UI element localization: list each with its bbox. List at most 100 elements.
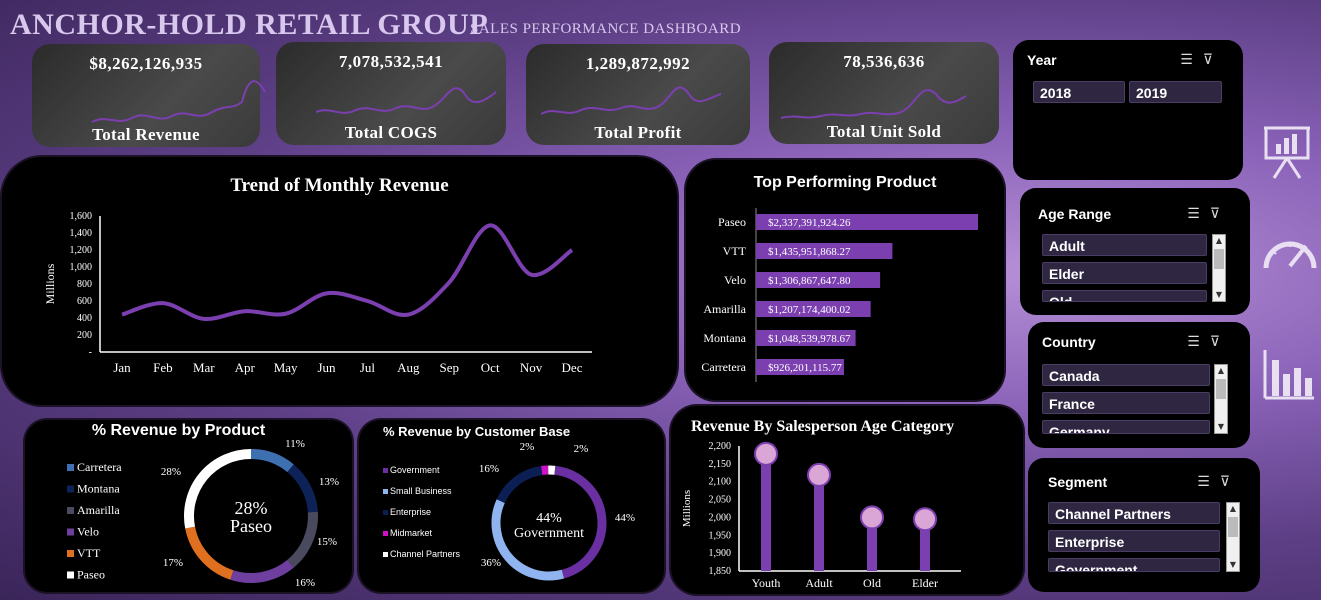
- clear-filter-icon[interactable]: ⊽: [1202, 52, 1223, 68]
- legend-label: Midmarket: [390, 528, 433, 538]
- category-label: Carretera: [701, 360, 746, 374]
- x-tick-label: May: [274, 360, 298, 375]
- revenue-by-customer-card: % Revenue by Customer Base 44% 36% 16% 2% 2%…: [359, 420, 664, 592]
- legend-swatch: [67, 528, 74, 536]
- country-slicer: Country ☰⊽ Canada France Germany ▲ ▼: [1028, 322, 1250, 448]
- kpi-sparkline: [781, 89, 967, 119]
- kpi-label: Total Revenue: [92, 125, 200, 144]
- clear-filter-icon[interactable]: ⊽: [1209, 206, 1230, 222]
- dashboard-title: ANCHOR-HOLD RETAIL GROUP: [10, 8, 489, 41]
- gauge-icon[interactable]: [1262, 228, 1318, 272]
- legend-label: Montana: [77, 482, 120, 496]
- x-tick-label: Elder: [912, 576, 938, 590]
- data-label: 13%: [319, 476, 339, 488]
- country-option-france[interactable]: France: [1042, 392, 1210, 414]
- clear-filter-icon[interactable]: ⊽: [1219, 474, 1240, 490]
- kpi-total-cogs: 7,078,532,541 Total COGS: [276, 42, 506, 145]
- x-tick-label: Dec: [562, 360, 583, 375]
- y-tick-label: 2,050: [709, 495, 732, 506]
- x-tick-label: Jul: [360, 360, 376, 375]
- age-option-elder[interactable]: Elder: [1042, 262, 1207, 284]
- age-range-slicer: Age Range ☰⊽ Adult Elder Old ▲ ▼: [1020, 188, 1250, 315]
- slicer-title: Year: [1027, 52, 1057, 68]
- scroll-down-icon[interactable]: ▼: [1215, 290, 1223, 299]
- scrollbar[interactable]: ▲ ▼: [1212, 234, 1226, 302]
- kpi-total-units: 78,536,636 Total Unit Sold: [769, 42, 999, 144]
- lollipop-head: [754, 441, 778, 466]
- country-option-germany[interactable]: Germany: [1042, 420, 1210, 434]
- revenue-by-product-card: % Revenue by Product 11% 13% 15% 16% 17% 28% C…: [25, 420, 352, 592]
- segment-option-channel-partners[interactable]: Channel Partners: [1048, 502, 1220, 524]
- multi-select-icon[interactable]: ☰: [1187, 334, 1210, 350]
- slicer-title: Segment: [1048, 474, 1108, 490]
- revenue-by-customer-chart: 44% 36% 16% 2% 2% Government Small Business Ent…: [383, 441, 635, 581]
- lollipop-stem: [814, 474, 824, 571]
- segment-option-government[interactable]: Government: [1048, 558, 1220, 572]
- bar: [756, 301, 871, 317]
- presentation-icon[interactable]: [1262, 124, 1312, 180]
- slicer-title: Age Range: [1038, 206, 1112, 222]
- legend-swatch: [67, 507, 74, 514]
- category-label: VTT: [723, 244, 747, 258]
- center-label: Government: [514, 526, 584, 541]
- kpi-label: Total COGS: [344, 123, 438, 142]
- kpi-total-revenue: $8,262,126,935 Total Revenue: [32, 44, 266, 147]
- year-option-2019[interactable]: 2019: [1129, 81, 1222, 103]
- scroll-thumb[interactable]: [1216, 379, 1226, 399]
- donut-slice: [287, 511, 318, 568]
- scrollbar[interactable]: ▲ ▼: [1214, 364, 1228, 434]
- multi-select-icon[interactable]: ☰: [1180, 52, 1203, 68]
- kpi-label: Total Profit: [594, 123, 682, 142]
- legend-swatch: [67, 571, 74, 579]
- bar: [756, 214, 978, 230]
- data-label: $2,337,391,924.26: [768, 217, 851, 229]
- scroll-up-icon[interactable]: ▲: [1217, 366, 1225, 375]
- scroll-up-icon[interactable]: ▲: [1215, 236, 1223, 245]
- bar-chart-icon[interactable]: [1262, 348, 1316, 402]
- x-tick-label: Apr: [235, 360, 256, 375]
- kpi-sparkline: [91, 80, 266, 123]
- country-option-canada[interactable]: Canada: [1042, 364, 1210, 386]
- scroll-down-icon[interactable]: ▼: [1229, 560, 1237, 569]
- scroll-up-icon[interactable]: ▲: [1229, 504, 1237, 513]
- legend-label: Channel Partners: [390, 549, 461, 559]
- scrollbar[interactable]: ▲ ▼: [1226, 502, 1240, 572]
- data-label: 36%: [481, 557, 501, 569]
- clear-filter-icon[interactable]: ⊽: [1209, 334, 1230, 350]
- segment-option-enterprise[interactable]: Enterprise: [1048, 530, 1220, 552]
- scroll-thumb[interactable]: [1228, 517, 1238, 537]
- category-label: Amarilla: [703, 302, 746, 316]
- legend-swatch: [383, 510, 388, 515]
- age-option-adult[interactable]: Adult: [1042, 234, 1207, 256]
- year-option-2018[interactable]: 2018: [1033, 81, 1125, 103]
- kpi-total-profit: 1,289,872,992 Total Profit: [526, 44, 750, 145]
- monthly-trend-card: Trend of Monthly Revenue 1,600 1,400 1,200…: [2, 157, 677, 405]
- legend-swatch: [67, 485, 74, 493]
- kpi-label: Total Unit Sold: [826, 122, 942, 141]
- age-option-old[interactable]: Old: [1042, 290, 1207, 302]
- scroll-thumb[interactable]: [1214, 249, 1224, 269]
- bar: [756, 272, 881, 288]
- multi-select-icon[interactable]: ☰: [1187, 206, 1210, 222]
- revenue-by-product-chart: 11% 13% 15% 16% 17% 28% Carretera Montana Amaril…: [67, 438, 339, 589]
- data-label: 2%: [574, 443, 589, 455]
- scroll-down-icon[interactable]: ▼: [1217, 422, 1225, 431]
- category-label: Montana: [703, 331, 746, 345]
- legend-swatch: [383, 531, 388, 536]
- bar: [756, 359, 844, 375]
- legend-label: Small Business: [390, 486, 452, 496]
- data-label: 16%: [479, 463, 499, 475]
- legend-swatch: [67, 464, 74, 471]
- data-label: 2%: [520, 441, 535, 453]
- donut-slice: [554, 465, 607, 579]
- y-tick-label: 600: [77, 296, 92, 307]
- y-tick-label: 400: [77, 313, 92, 324]
- donut-slice: [184, 449, 252, 529]
- kpi-value: 7,078,532,541: [338, 52, 444, 71]
- y-tick-label: 1,600: [70, 211, 93, 222]
- data-label: 16%: [295, 577, 315, 589]
- data-label: $1,048,539,978.67: [768, 333, 851, 345]
- multi-select-icon[interactable]: ☰: [1197, 474, 1220, 490]
- legend-label: Enterprise: [390, 507, 431, 517]
- x-tick-label: Oct: [481, 360, 500, 375]
